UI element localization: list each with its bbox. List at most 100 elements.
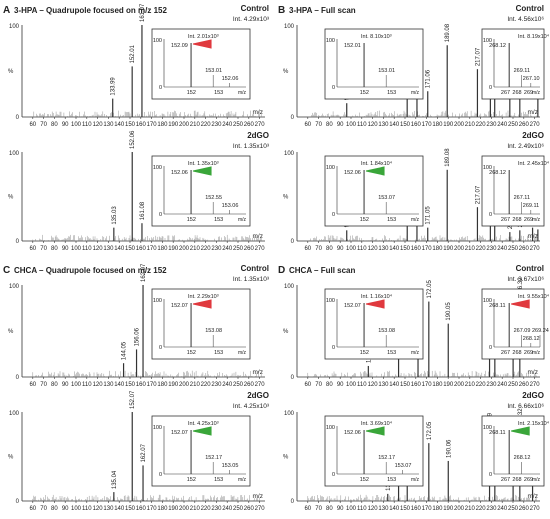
x-tick-label: 140: [389, 246, 400, 252]
x-tick-label: 70: [315, 506, 322, 512]
inset-x-tick: 269: [524, 90, 533, 96]
x-tick-label: 210: [190, 246, 201, 252]
inset-x-label: m/z: [238, 90, 247, 96]
x-tick-label: 150: [125, 246, 136, 252]
y-tick-label: 0: [16, 499, 20, 505]
x-tick-label: 270: [255, 122, 266, 128]
inset-frame: [151, 415, 251, 487]
x-tick-label: 180: [157, 506, 168, 512]
x-tick-label: 60: [304, 122, 311, 128]
inset-frame: [481, 155, 545, 227]
x-tick-label: 270: [255, 382, 266, 388]
peak-label: 135.03: [112, 206, 118, 225]
x-tick-label: 240: [222, 122, 233, 128]
peak-label: 189.08: [445, 23, 451, 42]
peak-label: 172.05: [427, 280, 433, 299]
inset-x-tick: 153: [387, 217, 396, 223]
x-tick-label: 110: [357, 246, 367, 252]
condition-label: Control: [241, 264, 269, 273]
inset-x-tick: 153: [387, 477, 396, 483]
x-tick-label: 60: [29, 246, 36, 252]
x-tick-label: 130: [103, 246, 114, 252]
peak-label: 161.08: [140, 201, 146, 220]
condition-label: 2dGO: [247, 391, 269, 400]
x-tick-label: 80: [51, 246, 58, 252]
y-tick-label: 100: [9, 411, 20, 417]
x-tick-label: 180: [432, 246, 443, 252]
x-tick-label: 250: [508, 506, 519, 512]
x-tick-label: 230: [486, 246, 497, 252]
inset-x-tick: 269: [524, 477, 533, 483]
x-tick-label: 230: [486, 122, 497, 128]
x-tick-label: 170: [422, 246, 433, 252]
y-tick-label: 0: [16, 239, 20, 245]
x-tick-label: 80: [51, 122, 58, 128]
peak-label: 217.07: [475, 47, 481, 66]
x-tick-label: 150: [125, 122, 136, 128]
inset-x-label: m/z: [411, 90, 420, 96]
x-tick-label: 110: [82, 122, 92, 128]
inset-x-tick: 153: [214, 477, 223, 483]
inset-y-tick: 100: [153, 298, 162, 304]
peak-label: 189.08: [445, 148, 451, 167]
inset-peak-label: 269.11: [514, 68, 530, 74]
x-tick-label: 150: [400, 382, 411, 388]
x-tick-label: 110: [357, 382, 367, 388]
inset-peak-label: 269.24: [532, 328, 549, 334]
x-tick-label: 100: [346, 506, 357, 512]
x-tick-label: 140: [114, 506, 125, 512]
inset: 100 0 Int. 1.35x10³ 152 153 m/z 152.06 152.5515…: [151, 155, 251, 227]
inset-x-tick: 152: [187, 217, 196, 223]
x-tick-label: 230: [211, 382, 222, 388]
inset-x-tick: 152: [360, 217, 369, 223]
noise-peaks: [32, 370, 262, 377]
inset-y-tick: 0: [332, 212, 335, 218]
x-tick-label: 180: [432, 122, 443, 128]
inset-x-label: m/z: [411, 217, 420, 223]
inset-peak-label: 268.11: [489, 303, 505, 309]
x-tick-label: 60: [29, 382, 36, 388]
y-tick-label: 0: [291, 375, 295, 381]
inset-x-label: m/z: [411, 477, 420, 483]
inset-peak-label: 267.09: [514, 328, 531, 334]
x-tick-label: 100: [71, 122, 82, 128]
condition-label: Control: [516, 264, 544, 273]
inset-intensity: Int. 3.69x10⁴: [361, 420, 393, 427]
inset-x-tick: 153: [214, 350, 223, 356]
inset-y-tick: 100: [153, 38, 162, 44]
x-tick-label: 60: [29, 122, 36, 128]
x-tick-label: 130: [378, 246, 389, 252]
x-tick-label: 250: [508, 382, 519, 388]
x-tick-label: 170: [422, 122, 433, 128]
inset-peak-label: 268.12: [489, 170, 506, 176]
inset-x-label: m/z: [238, 477, 247, 483]
intensity-label: Int. 2.49x10⁶: [507, 143, 544, 150]
x-tick-label: 160: [411, 382, 422, 388]
inset-intensity: Int. 1.84x10⁴: [361, 160, 393, 167]
x-tick-label: 130: [103, 506, 114, 512]
y-tick-label: 0: [16, 115, 20, 121]
y-axis-label: %: [8, 329, 14, 335]
x-tick-label: 180: [157, 246, 168, 252]
condition-label: 2dGO: [247, 131, 269, 140]
x-tick-label: 260: [244, 506, 255, 512]
inset-x-tick: 152: [360, 90, 369, 96]
inset-x-tick: 153: [214, 90, 223, 96]
inset: 100 0 Int. 1.16x10⁴ 152 153 m/z 152.07 153.08: [324, 288, 424, 360]
inset-peak-label: 153.01: [205, 68, 222, 74]
peak-label: 171.05: [426, 206, 432, 225]
x-tick-label: 190: [443, 382, 454, 388]
y-tick-label: 100: [9, 24, 20, 30]
inset-intensity: Int. 1.35x10³: [188, 161, 219, 167]
inset-frame: [324, 28, 424, 100]
peak-label: 217.07: [475, 185, 481, 204]
x-tick-label: 100: [346, 246, 357, 252]
y-tick-label: 100: [284, 151, 295, 157]
peak-label: 133.99: [111, 77, 117, 96]
x-tick-label: 260: [244, 122, 255, 128]
